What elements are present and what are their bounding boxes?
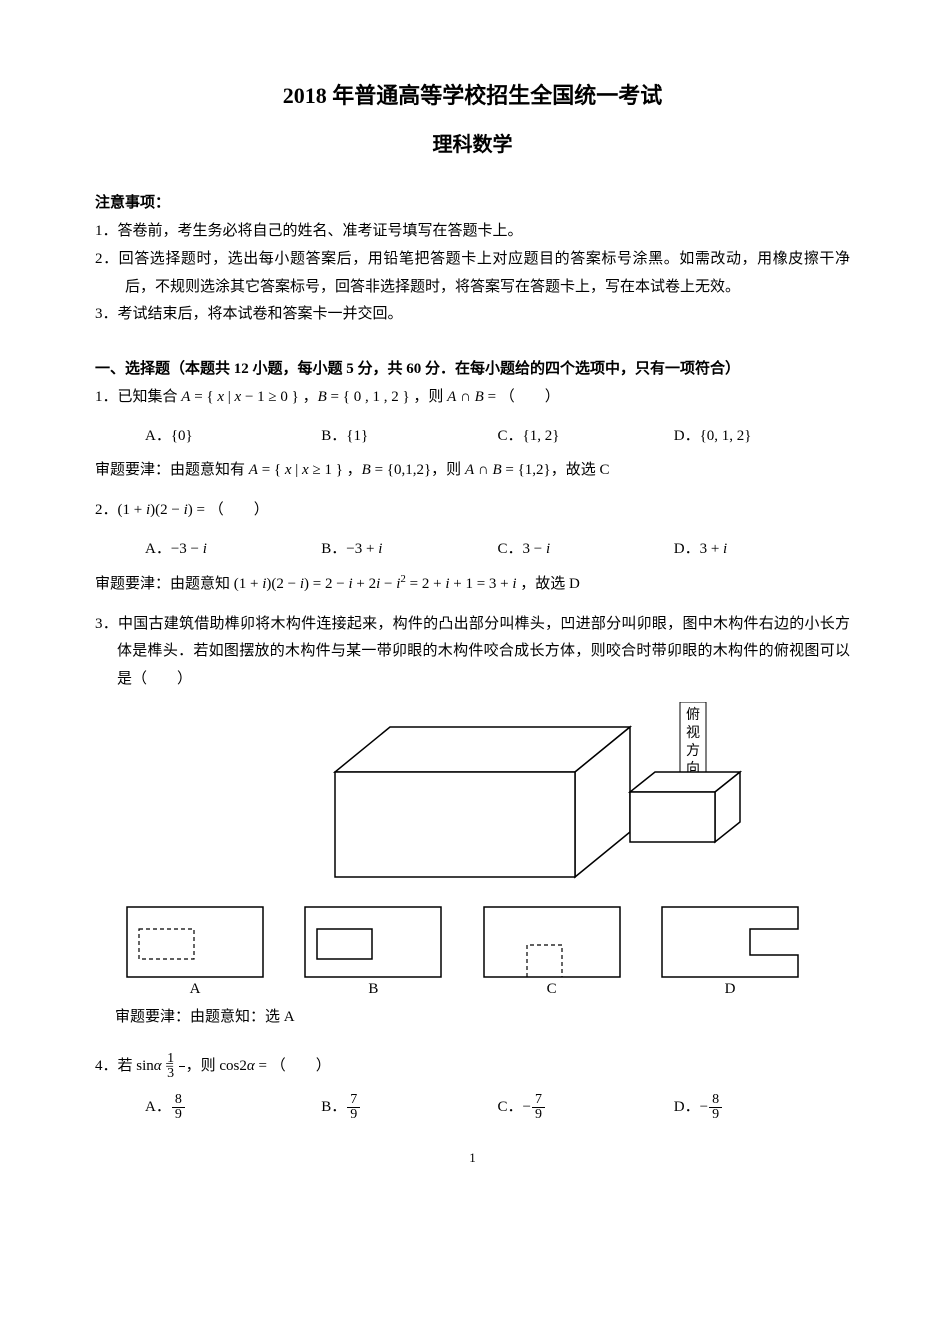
title-main: 2018 年普通高等学校招生全国统一考试 bbox=[95, 78, 850, 110]
q3-opt-fig-d bbox=[660, 905, 800, 979]
q3-opt-d-label: D bbox=[660, 981, 800, 998]
exam-page: 2018 年普通高等学校招生全国统一考试 理科数学 注意事项： 1．答卷前，考生… bbox=[0, 0, 945, 1196]
notice-item: 2．回答选择题时，选出每小题答案后，用铅笔把答题卡上对应题目的答案标号涂黑。如需… bbox=[95, 246, 850, 302]
q3-option-labels: A B C D bbox=[125, 981, 850, 998]
q4-opt-c: C．−79 bbox=[498, 1093, 674, 1122]
q3-opt-a-label: A bbox=[125, 981, 265, 998]
svg-text:方: 方 bbox=[686, 743, 700, 759]
notice-item: 3．考试结束后，将本试卷和答案卡一并交回。 bbox=[95, 301, 850, 329]
q4-alpha2: α bbox=[247, 1058, 255, 1074]
q3-solution: 审题要津：由题意知：选 A bbox=[115, 1002, 850, 1032]
q1-opt-d: D．{0, 1, 2} bbox=[674, 424, 850, 445]
q2-solution: 审题要津：由题意知 (1 + i)(2 − i) = 2 − i + 2i − … bbox=[95, 568, 850, 599]
q3-opt-c-label: C bbox=[482, 981, 622, 998]
q1-opt-a: A．{0} bbox=[145, 424, 321, 445]
q4-stem: 4．若 sinα = 13，则 cos2α = （ ） bbox=[95, 1052, 850, 1081]
q2-opt-b: B．−3 + i bbox=[321, 537, 497, 558]
svg-text:俯: 俯 bbox=[686, 707, 700, 723]
q3-opt-b-label: B bbox=[303, 981, 443, 998]
q3-stem: 3．中国古建筑借助榫卯将木构件连接起来，构件的凸出部分叫榫头，凹进部分叫卯眼，图… bbox=[95, 611, 850, 694]
q3-opt-fig-b bbox=[303, 905, 443, 979]
q4-alpha1: α bbox=[154, 1058, 162, 1074]
q3-main-diagram: 俯 视 方 向 bbox=[125, 702, 850, 897]
q3-opt-fig-c bbox=[482, 905, 622, 979]
q4-options: A．89 B．79 C．−79 D．−89 bbox=[145, 1093, 850, 1122]
q2-opt-d: D．3 + i bbox=[674, 537, 850, 558]
q4-stem-end: = （ ） bbox=[255, 1058, 331, 1074]
q3-opt-fig-a bbox=[125, 905, 265, 979]
q2-opt-c: C．3 − i bbox=[498, 537, 674, 558]
title-sub: 理科数学 bbox=[95, 128, 850, 157]
q4-opt-b: B．79 bbox=[321, 1093, 497, 1122]
q1-stem: 1．已知集合 A = { x | x − 1 ≥ 0 } ，B = { 0 , … bbox=[95, 384, 850, 412]
notice-item: 1．答卷前，考生务必将自己的姓名、准考证号填写在答题卡上。 bbox=[95, 218, 850, 246]
q1-opt-c: C．{1, 2} bbox=[498, 424, 674, 445]
q4-stem-post: ，则 cos2 bbox=[186, 1058, 247, 1074]
q1-opt-b: B．{1} bbox=[321, 424, 497, 445]
q4-opt-a: A．89 bbox=[145, 1093, 321, 1122]
q4-stem-pre: 4．若 sin bbox=[95, 1058, 154, 1074]
q2-options: A．−3 − i B．−3 + i C．3 − i D．3 + i bbox=[145, 537, 850, 558]
q2-opt-a: A．−3 − i bbox=[145, 537, 321, 558]
svg-text:视: 视 bbox=[686, 725, 700, 741]
q4-frac1: 13 bbox=[179, 1052, 185, 1081]
q2-stem: 2．(1 + i)(2 − i) = （ ） bbox=[95, 497, 850, 525]
q1-options: A．{0} B．{1} C．{1, 2} D．{0, 1, 2} bbox=[145, 424, 850, 445]
section-1-header: 一、选择题（本题共 12 小题，每小题 5 分，共 60 分．在每小题给的四个选… bbox=[95, 357, 850, 378]
q3-option-figures bbox=[125, 905, 850, 979]
page-number: 1 bbox=[95, 1150, 850, 1166]
q4-opt-d: D．−89 bbox=[674, 1093, 850, 1122]
q1-solution: 审题要津：由题意知有 A = { x | x ≥ 1 } ，B = {0,1,2… bbox=[95, 455, 850, 485]
notice-header: 注意事项： bbox=[95, 191, 850, 212]
